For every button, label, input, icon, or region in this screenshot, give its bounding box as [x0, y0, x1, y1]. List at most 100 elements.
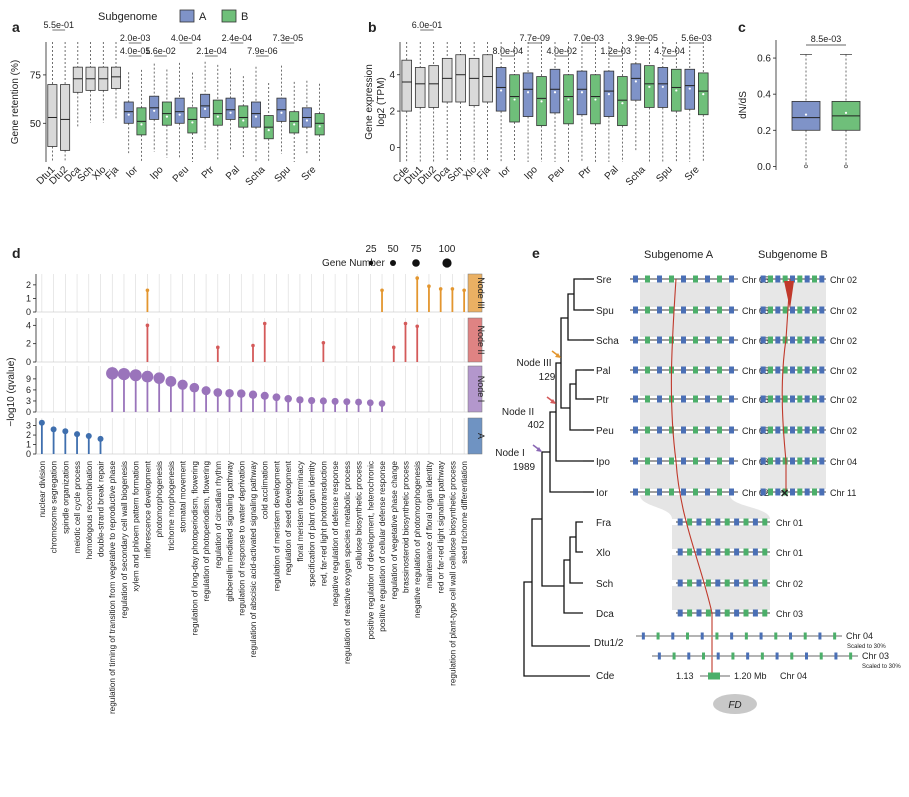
mean-dot [267, 129, 270, 132]
gene-block [717, 336, 722, 344]
gene-block [645, 306, 650, 314]
size-legend-value: 50 [387, 244, 399, 255]
lollipop-point [343, 398, 351, 406]
go-term-label: red, far-red light phototransduction [319, 461, 328, 587]
size-legend-title: Gene Number [322, 258, 385, 269]
mean-dot [254, 115, 258, 118]
mean-dot [178, 113, 181, 116]
gene-block [819, 395, 825, 403]
box-Pal-B [238, 105, 249, 128]
synteny-ribbon-a [672, 555, 770, 580]
y-tick-label: 6 [26, 385, 31, 395]
gene-block [775, 426, 781, 434]
gene-block [752, 548, 758, 556]
gene-block [790, 306, 795, 314]
gene-block [696, 609, 702, 617]
tree-branch-clade-pal-ptr [575, 369, 583, 400]
gene-block [693, 336, 698, 344]
gene-block [633, 426, 638, 434]
species-label-Sch: Sch [596, 579, 613, 590]
gene-block [819, 306, 825, 314]
gene-block [797, 457, 803, 465]
gene-block [681, 395, 686, 403]
mean-dot [526, 91, 530, 94]
gene-block [687, 652, 691, 660]
gene-block [818, 632, 822, 640]
mean-dot [804, 113, 808, 116]
gene-block [768, 426, 773, 434]
gene-block [717, 426, 722, 434]
species-label-Spu: Spu [596, 306, 614, 317]
x-label-Ipo: Ipo [522, 164, 540, 182]
gene-block [705, 306, 710, 314]
gene-block [705, 336, 710, 344]
species-label-Xlo: Xlo [596, 548, 611, 559]
x-label-Pal: Pal [603, 164, 621, 182]
gene-block [645, 336, 650, 344]
gene-block [681, 457, 686, 465]
gene-block [760, 275, 766, 283]
gene-block [671, 632, 675, 640]
x-label-Ior: Ior [124, 164, 141, 181]
go-term-label: maintenance of floral organ identity [425, 460, 434, 588]
gene-block [819, 426, 825, 434]
synteny-ribbon-b [760, 373, 826, 396]
chr-label: Chr 02 [776, 579, 803, 589]
x-label-Sre: Sre [683, 164, 702, 183]
gene-block [752, 579, 758, 587]
gene-block [705, 395, 710, 403]
lollipop-point [403, 321, 408, 326]
cde-end: 1.20 Mb [734, 671, 767, 681]
fd-track-line-b [781, 278, 791, 492]
gene-block [669, 488, 674, 496]
gene-block [693, 366, 698, 374]
gene-block [762, 609, 768, 617]
lollipop-point [213, 388, 223, 397]
mean-dot [607, 92, 611, 96]
box-Dtu2 [428, 65, 439, 108]
gene-block [715, 632, 719, 640]
row-strip-label: Node II [476, 325, 486, 354]
species-label-dtu: Dtu1/2 [594, 638, 624, 649]
mean-dot [661, 85, 664, 88]
mean-dot [242, 119, 245, 122]
synteny-ribbon-a [672, 525, 770, 549]
chr-label-b: Chr 02 [830, 395, 857, 405]
lollipop-point [145, 323, 150, 328]
panel-label-e: e [532, 245, 540, 261]
go-term-label: seed trichome differentiation [460, 461, 469, 564]
gene-block [734, 609, 740, 617]
lollipop-point [427, 284, 431, 289]
species-label-Dca: Dca [596, 609, 614, 620]
y-axis-label: −log10 (qvalue) [6, 357, 17, 426]
box-A [791, 100, 821, 131]
gene-block [657, 457, 662, 465]
gene-block [833, 632, 837, 640]
sig-pvalue: 2.1e-04 [196, 46, 227, 56]
box-Peu-A [549, 68, 561, 114]
node-arrow-head [536, 447, 542, 452]
gene-block [681, 426, 686, 434]
y-axis-label-2: log2 (TPM) [376, 77, 387, 126]
gene-block [669, 275, 674, 283]
gene-block [760, 457, 766, 465]
lollipop-point [415, 324, 420, 329]
go-term-label: brassinosteroid biosynthetic process [401, 461, 410, 593]
fd-wedge [784, 281, 794, 309]
row-strip-label: Node I [476, 376, 486, 403]
gene-block [782, 457, 788, 465]
row-strip [467, 273, 483, 313]
box-Peu-B [187, 107, 198, 134]
panel-e-synteny: Subgenome A Subgenome B Sre Chr 05 Chr 02 Spu… [495, 249, 901, 714]
box-Dca [72, 66, 83, 93]
gene-block [729, 275, 734, 283]
go-term-label: positive regulation of development, hete… [366, 461, 375, 639]
synteny-ribbon-a [640, 373, 730, 396]
y-tick-label: 50 [30, 119, 42, 130]
mean-dot [702, 92, 705, 96]
gene-block [693, 488, 698, 496]
species-label-cde: Cde [596, 671, 615, 682]
gene-block [819, 652, 823, 660]
go-term-label: inflorescence development [143, 460, 152, 558]
node-count-1: 129 [539, 372, 556, 383]
